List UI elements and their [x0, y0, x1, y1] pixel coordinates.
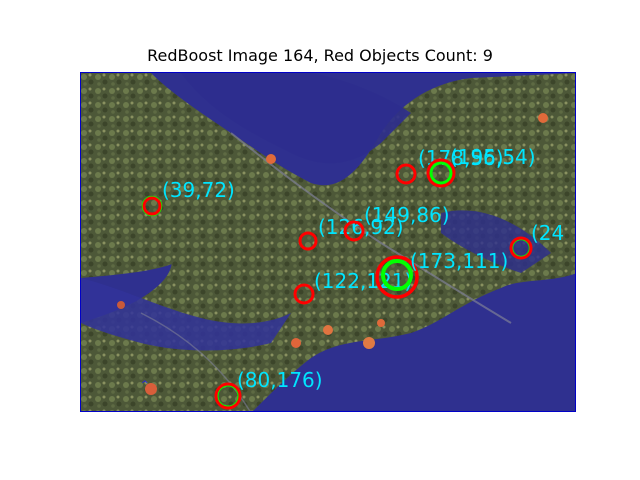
aerial-terrain [81, 73, 575, 411]
satellite-image [80, 72, 576, 412]
figure-title: RedBoost Image 164, Red Objects Count: 9 [147, 46, 493, 65]
